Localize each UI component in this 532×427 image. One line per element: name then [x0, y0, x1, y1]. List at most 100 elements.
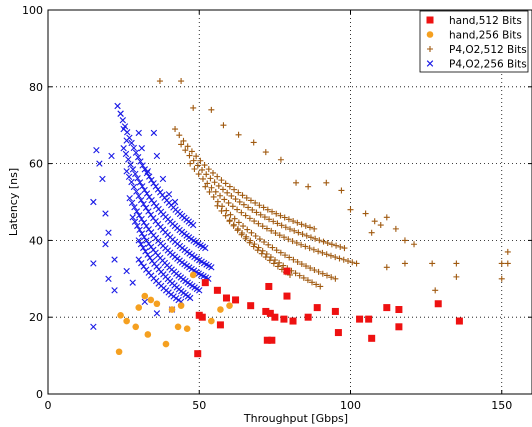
- data-point: [201, 279, 209, 287]
- data-point: [126, 194, 133, 202]
- data-point: [141, 298, 148, 306]
- data-point: [270, 218, 277, 225]
- data-point: [153, 310, 161, 317]
- data-point: [453, 260, 460, 267]
- data-point: [127, 161, 134, 168]
- data-point: [130, 183, 138, 191]
- data-point: [231, 186, 238, 193]
- series-3: [90, 102, 215, 330]
- data-point: [186, 294, 194, 302]
- data-point: [227, 211, 234, 218]
- data-point: [228, 192, 235, 199]
- data-point: [140, 219, 148, 226]
- data-point: [395, 323, 403, 331]
- data-point: [180, 137, 187, 144]
- data-point: [333, 242, 340, 249]
- data-point: [138, 215, 145, 223]
- data-point: [139, 162, 146, 169]
- data-point: [108, 152, 115, 160]
- data-point: [119, 117, 126, 124]
- data-point: [222, 212, 229, 219]
- data-point: [331, 307, 339, 315]
- data-point: [334, 329, 342, 337]
- data-point: [298, 221, 305, 228]
- data-point: [217, 192, 224, 199]
- data-point: [162, 340, 170, 348]
- data-point: [205, 166, 212, 173]
- data-point: [262, 149, 269, 156]
- data-point: [269, 208, 276, 215]
- data-point: [259, 247, 266, 254]
- data-point: [210, 193, 217, 200]
- legend-marker: [426, 60, 434, 67]
- y-tick-label: 20: [29, 311, 43, 324]
- data-point: [302, 222, 309, 229]
- data-point: [129, 214, 136, 221]
- data-point: [268, 227, 275, 234]
- data-point: [362, 210, 369, 217]
- data-point: [135, 304, 143, 311]
- data-point: [133, 208, 141, 215]
- data-point: [187, 160, 194, 167]
- data-point: [429, 260, 436, 267]
- data-point: [143, 169, 151, 177]
- data-point: [294, 258, 301, 265]
- data-point: [234, 206, 241, 213]
- data-point: [135, 129, 142, 137]
- data-point: [338, 187, 345, 194]
- data-point: [263, 251, 270, 258]
- data-point: [122, 150, 130, 158]
- data-point: [218, 177, 225, 184]
- data-point: [128, 139, 135, 147]
- data-point: [289, 238, 296, 245]
- data-point: [336, 255, 343, 262]
- data-point: [293, 179, 300, 186]
- data-point: [201, 162, 208, 169]
- data-point: [207, 175, 214, 182]
- data-point: [258, 250, 265, 257]
- data-point: [137, 241, 145, 248]
- data-point: [504, 248, 511, 255]
- data-point: [313, 304, 321, 312]
- data-point: [189, 271, 197, 279]
- data-point: [136, 212, 143, 219]
- data-point: [255, 220, 262, 227]
- data-point: [188, 148, 195, 155]
- data-point: [246, 239, 253, 246]
- data-point: [117, 311, 124, 319]
- data-point: [139, 183, 146, 190]
- data-point: [273, 210, 280, 217]
- data-point: [206, 188, 213, 195]
- data-point: [253, 209, 260, 216]
- data-point: [271, 257, 278, 264]
- data-point: [145, 208, 152, 215]
- data-point: [328, 241, 335, 248]
- data-point: [210, 169, 216, 176]
- data-point: [198, 313, 206, 321]
- data-point: [143, 237, 150, 244]
- data-point: [392, 225, 399, 232]
- data-point: [254, 247, 261, 254]
- data-point: [142, 248, 149, 255]
- data-point: [190, 104, 197, 111]
- data-point: [195, 171, 202, 178]
- data-point: [225, 199, 232, 206]
- data-point: [315, 248, 322, 255]
- data-point: [146, 193, 153, 201]
- y-tick-label: 80: [29, 81, 43, 94]
- data-point: [250, 139, 257, 146]
- data-point: [312, 235, 319, 242]
- data-point: [153, 300, 161, 308]
- data-point: [238, 231, 245, 238]
- data-point: [135, 237, 142, 244]
- data-point: [337, 243, 344, 250]
- data-point: [123, 168, 130, 175]
- data-point: [300, 274, 307, 281]
- data-point: [148, 176, 155, 184]
- data-point: [271, 313, 279, 321]
- data-point: [274, 220, 281, 227]
- data-point: [202, 244, 209, 252]
- data-point: [266, 216, 273, 223]
- data-point: [152, 183, 159, 190]
